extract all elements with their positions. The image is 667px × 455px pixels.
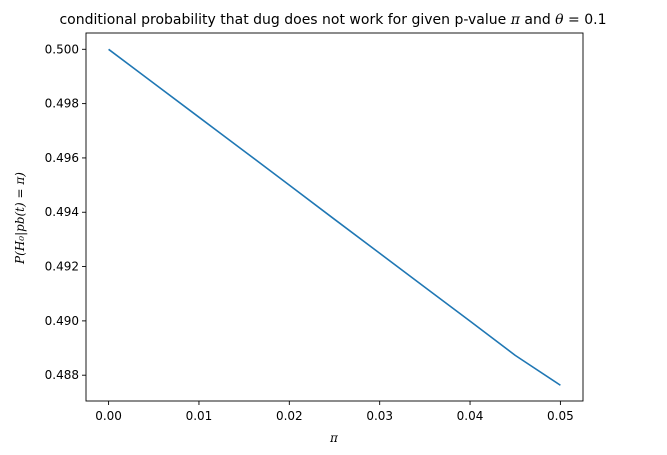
x-tick-label: 0.03 [366, 409, 393, 423]
chart-title: conditional probability that dug does no… [59, 12, 606, 28]
y-tick-label: 0.492 [45, 260, 79, 274]
series-line-0 [108, 48, 561, 386]
y-tick-label: 0.490 [45, 314, 79, 328]
y-tick-label: 0.494 [45, 205, 79, 219]
y-tick-label: 0.488 [45, 368, 79, 382]
plot-area: 0.00 0.01 0.02 0.03 0.04 0.05 0.488 0.490 0.492 0… [45, 32, 584, 423]
x-tick-label: 0.05 [547, 409, 574, 423]
y-tick-label: 0.500 [45, 42, 79, 56]
x-axis-label: π [329, 431, 339, 445]
x-tick-label: 0.00 [95, 409, 122, 423]
y-tick-label: 0.498 [45, 97, 79, 111]
x-tick-label: 0.04 [457, 409, 484, 423]
y-axis-label: P(H₀|pb(t) = π) [13, 172, 27, 265]
y-tick-label: 0.496 [45, 151, 79, 165]
x-tick-label: 0.02 [276, 409, 303, 423]
x-tick-label: 0.01 [186, 409, 213, 423]
axes-frame [85, 32, 584, 402]
